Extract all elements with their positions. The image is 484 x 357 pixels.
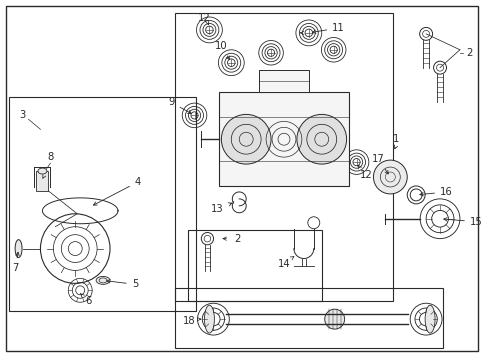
Text: 16: 16 xyxy=(419,187,452,197)
Text: 11: 11 xyxy=(312,23,344,33)
Ellipse shape xyxy=(96,276,110,285)
Text: 17: 17 xyxy=(371,154,388,174)
Text: 12: 12 xyxy=(197,13,211,23)
Circle shape xyxy=(324,309,344,329)
Text: 4: 4 xyxy=(93,177,141,205)
Text: 13: 13 xyxy=(211,204,223,214)
Text: 8: 8 xyxy=(47,152,53,162)
Text: 7: 7 xyxy=(13,252,19,273)
Bar xyxy=(187,230,321,301)
Circle shape xyxy=(221,114,271,164)
Bar xyxy=(219,92,348,186)
Bar xyxy=(174,288,442,348)
Text: 10: 10 xyxy=(214,41,229,60)
Circle shape xyxy=(296,114,346,164)
Text: 12: 12 xyxy=(359,170,372,180)
Text: 9: 9 xyxy=(168,97,191,114)
Text: 14: 14 xyxy=(277,260,290,270)
Text: 15: 15 xyxy=(443,217,482,227)
Text: 1: 1 xyxy=(393,134,399,144)
Bar xyxy=(36,171,48,191)
Text: 2: 2 xyxy=(234,233,240,243)
Circle shape xyxy=(373,160,407,194)
Text: 2: 2 xyxy=(466,48,472,58)
Bar xyxy=(9,97,195,311)
Ellipse shape xyxy=(38,168,47,174)
Text: 6: 6 xyxy=(80,293,91,306)
Bar xyxy=(174,13,393,301)
Text: 5: 5 xyxy=(106,280,138,290)
Text: 18: 18 xyxy=(183,316,196,326)
Bar xyxy=(258,70,308,92)
Ellipse shape xyxy=(424,305,434,333)
Ellipse shape xyxy=(15,240,22,257)
Ellipse shape xyxy=(204,305,214,333)
Text: 3: 3 xyxy=(19,110,26,120)
